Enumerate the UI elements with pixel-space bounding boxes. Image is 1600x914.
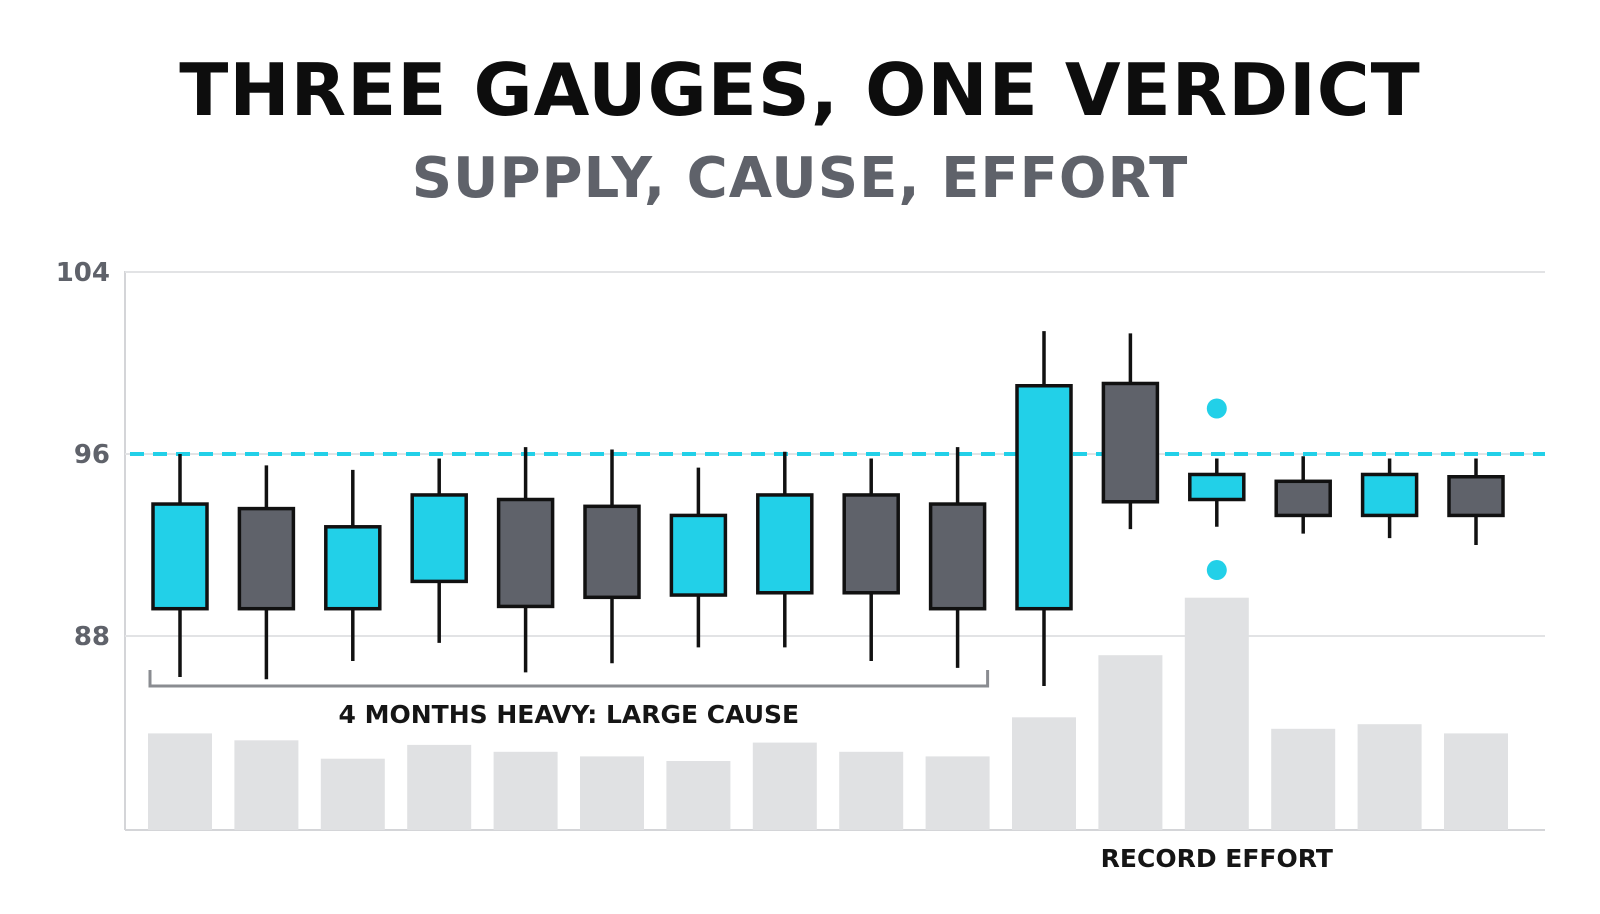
- volume-bar: [839, 751, 904, 830]
- candle-body: [1101, 381, 1160, 504]
- volume-bar: [234, 740, 299, 830]
- annotation-label-cause: 4 MONTHS HEAVY: LARGE CAUSE: [338, 700, 799, 729]
- candle-body: [1274, 479, 1332, 518]
- chart-subtitle: SUPPLY, CAUSE, EFFORT: [411, 146, 1189, 211]
- candle: [1447, 458, 1505, 545]
- candle-body: [496, 497, 555, 609]
- cause-bracket: [148, 670, 990, 688]
- volume-bar: [1012, 717, 1076, 830]
- volume-bar: [752, 742, 817, 830]
- volume-bar: [1184, 597, 1249, 830]
- volume-bar: [666, 761, 731, 830]
- marker-layer: [1206, 398, 1227, 581]
- candle: [842, 458, 900, 662]
- y-tick-label: 96: [74, 440, 110, 470]
- candle: [324, 469, 382, 662]
- candle: [1101, 333, 1160, 530]
- volume-bar: [925, 756, 990, 830]
- candle: [151, 454, 209, 677]
- candle-body: [1360, 472, 1419, 518]
- candle: [1015, 331, 1073, 687]
- annotation-layer: 4 MONTHS HEAVY: LARGE CAUSE RECORD EFFORT: [148, 670, 1333, 873]
- volume-layer: [148, 597, 1508, 830]
- candle-body: [928, 502, 987, 611]
- candle-body: [1188, 472, 1246, 502]
- candle-body: [151, 502, 209, 611]
- candle-body: [1447, 475, 1505, 518]
- y-tick-label: 104: [56, 258, 110, 288]
- volume-bar: [1271, 728, 1336, 830]
- volume-bar: [1357, 724, 1422, 830]
- volume-bar: [407, 744, 472, 830]
- candle-body: [1015, 384, 1073, 611]
- candle: [1360, 458, 1419, 539]
- candle: [756, 451, 814, 648]
- candle: [583, 449, 641, 664]
- annotation-label-effort: RECORD EFFORT: [1101, 844, 1333, 873]
- candle-body: [410, 493, 468, 584]
- candle-body: [669, 513, 728, 597]
- candle-body: [756, 493, 814, 595]
- candle-body: [324, 525, 382, 611]
- candle: [669, 467, 728, 648]
- candle: [1188, 458, 1246, 527]
- candle: [496, 447, 555, 673]
- volume-bar: [493, 751, 558, 830]
- candle: [237, 465, 296, 680]
- volume-bar: [1098, 655, 1163, 830]
- candle-body: [583, 504, 641, 600]
- volume-bar: [580, 756, 644, 830]
- marker-dot: [1206, 560, 1227, 581]
- volume-bar: [1444, 733, 1508, 830]
- candle-body: [842, 493, 900, 595]
- volume-bar: [320, 758, 385, 830]
- candle: [1274, 456, 1332, 534]
- y-tick-label: 88: [74, 622, 110, 652]
- chart-title: THREE GAUGES, ONE VERDICT: [179, 48, 1421, 132]
- volume-bar: [148, 733, 212, 830]
- candle: [410, 458, 468, 643]
- candle: [928, 447, 987, 668]
- candle-layer: [151, 331, 1505, 687]
- candle-body: [237, 506, 296, 611]
- marker-dot: [1206, 398, 1227, 419]
